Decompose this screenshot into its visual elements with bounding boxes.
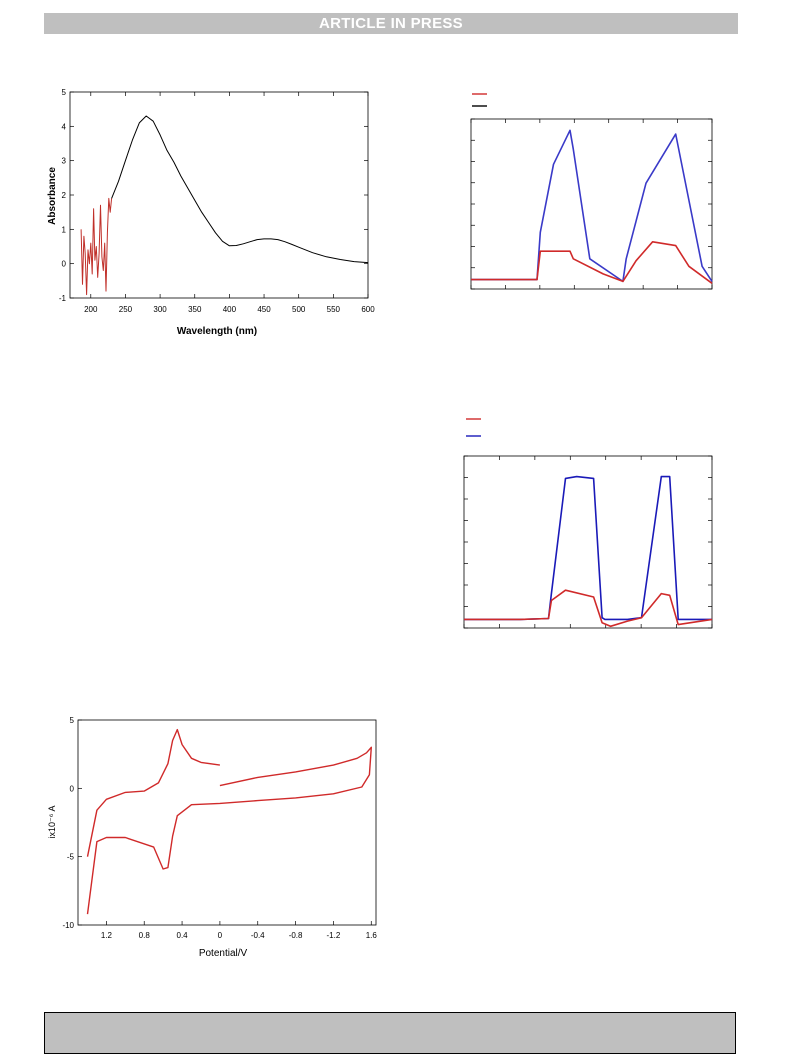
x-tick-label: 1.2	[101, 931, 113, 940]
y-tick-label: 3	[62, 157, 67, 166]
x-tick-label: 0.8	[139, 931, 151, 940]
series-line-1	[471, 241, 713, 284]
x-axis-label: Potential/V	[199, 948, 248, 959]
x-tick-label: 200	[84, 305, 98, 314]
series-line-1	[464, 589, 713, 628]
y-tick-label: 4	[62, 122, 67, 131]
y-tick-label: 5	[70, 716, 75, 725]
x-tick-label: 550	[327, 305, 341, 314]
x-tick-label: 500	[292, 305, 306, 314]
x-tick-label: 350	[188, 305, 202, 314]
y-tick-label: 1	[62, 225, 67, 234]
x-tick-label: -0.4	[251, 931, 265, 940]
x-tick-label: -0.8	[289, 931, 303, 940]
series-line-1	[86, 746, 372, 915]
y-tick-label: -1	[59, 294, 67, 303]
y-axis-label: ix10⁻⁶ A	[47, 806, 57, 839]
y-tick-label: 5	[62, 88, 67, 97]
series-line-0	[86, 728, 220, 857]
plot-frame	[463, 455, 713, 629]
x-tick-label: 450	[257, 305, 271, 314]
y-tick-label: -10	[62, 921, 74, 930]
x-tick-label: 0	[218, 931, 223, 940]
x-axis-label: Wavelength (nm)	[177, 326, 257, 337]
article-in-press-banner: ARTICLE IN PRESS	[44, 13, 738, 34]
x-tick-label: 250	[119, 305, 133, 314]
y-tick-label: -5	[67, 853, 75, 862]
plot-frame	[470, 118, 713, 290]
x-tick-label: 1.6	[366, 931, 378, 940]
x-tick-label: 0.4	[177, 931, 189, 940]
series-line-0	[471, 129, 713, 283]
x-tick-label: 600	[361, 305, 375, 314]
series-line-0	[464, 475, 712, 621]
y-tick-label: 0	[62, 260, 67, 269]
y-tick-label: 2	[62, 191, 67, 200]
series-line-1	[80, 197, 113, 296]
y-tick-label: 0	[70, 784, 75, 793]
y-axis-label: Absorbance	[47, 167, 58, 225]
plot-frame	[77, 719, 377, 926]
series-line-0	[111, 115, 369, 264]
footer-box	[44, 1012, 736, 1054]
plot-frame	[69, 91, 369, 299]
x-tick-label: -1.2	[327, 931, 341, 940]
x-tick-label: 400	[223, 305, 237, 314]
x-tick-label: 300	[153, 305, 167, 314]
